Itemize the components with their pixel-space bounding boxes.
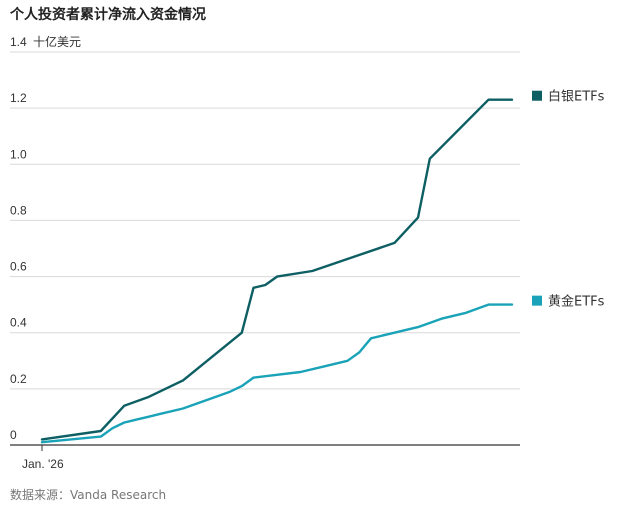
chart-title: 个人投资者累计净流入资金情况 (10, 7, 206, 23)
y-tick-label: 0.8 (10, 203, 27, 217)
y-axis-unit: 十亿美元 (33, 34, 81, 49)
legend-label-silver: 白银ETFs (548, 89, 605, 105)
x-tick-label: Jan. '26 (22, 457, 64, 471)
y-tick-label: 0.4 (10, 316, 27, 330)
legend: 白银ETFs 黄金ETFs (532, 89, 605, 310)
y-tick-label: 0.2 (10, 372, 27, 386)
legend-swatch-gold (532, 295, 542, 306)
series-line-silver (40, 98, 514, 441)
gridlines (10, 51, 520, 446)
y-tick-label: 0 (10, 428, 17, 442)
source-note: 数据来源：Vanda Research (10, 488, 167, 502)
series-line-gold (40, 303, 514, 444)
y-tick-label: 0.6 (10, 260, 27, 274)
y-tick-label: 1.4 (10, 35, 27, 49)
legend-swatch-silver (532, 90, 542, 101)
legend-label-gold: 黄金ETFs (548, 294, 605, 310)
series-lines (40, 98, 514, 444)
y-tick-labels: 0 0.2 0.4 0.6 0.8 1.0 1.2 1.4 十亿美元 (10, 34, 81, 442)
y-tick-label: 1.0 (10, 147, 27, 161)
x-tick-labels: Jan. '26 (22, 445, 64, 471)
y-tick-label: 1.2 (10, 91, 27, 105)
